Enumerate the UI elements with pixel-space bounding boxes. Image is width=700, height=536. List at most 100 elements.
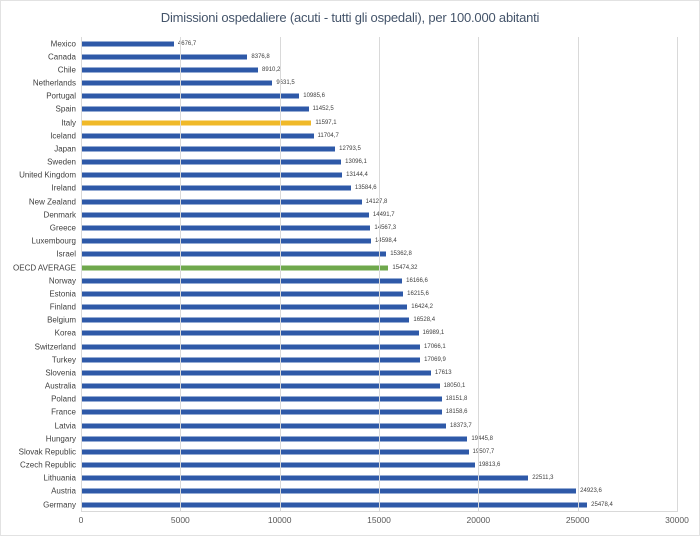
bar-row: Turkey 17069,9	[52, 353, 677, 366]
bar-row: Greece 14567,3	[50, 221, 677, 234]
bar	[81, 172, 343, 178]
value-label: 17069,9	[424, 356, 446, 363]
bar	[81, 330, 419, 336]
bar	[81, 199, 362, 205]
category-label: Poland	[51, 394, 76, 404]
bar	[81, 133, 314, 139]
bar	[81, 225, 371, 231]
bar	[81, 344, 421, 350]
bar-row: Estonia 16215,6	[49, 287, 677, 300]
bar-row: Denmark 14491,7	[44, 208, 677, 221]
category-label: Estonia	[49, 289, 76, 299]
bar-row: United Kingdom 13144,4	[19, 169, 677, 182]
value-label: 18050,1	[443, 383, 466, 390]
bar-row: Mexico 4676,7	[51, 37, 677, 50]
bar-row: Slovenia 17613	[45, 366, 677, 379]
bar-row: Israel 15362,8	[56, 248, 677, 261]
x-axis-tick-label: 0	[78, 515, 84, 525]
bar	[81, 449, 469, 455]
value-label: 9631,5	[276, 80, 295, 87]
bar	[81, 396, 442, 402]
x-axis-tick-label: 30000	[665, 515, 689, 525]
value-label: 17613	[434, 369, 452, 376]
bar-row: Finland 16424,2	[50, 300, 677, 313]
bar	[81, 67, 259, 73]
bar-row: Norway 16166,6	[49, 274, 677, 287]
value-label: 16989,1	[422, 330, 445, 337]
value-label: 13584,6	[354, 185, 377, 192]
bar	[81, 462, 475, 468]
x-axis-tick-label: 5000	[170, 515, 190, 525]
chart-title: Dimissioni ospedaliere (acuti - tutti gl…	[160, 10, 540, 25]
gridline	[180, 37, 182, 511]
category-label: OECD AVERAGE	[13, 263, 76, 272]
value-label: 12793,5	[339, 145, 361, 152]
value-label: 11704,7	[317, 132, 339, 139]
bar-row: Australia 18050,1	[45, 379, 677, 392]
category-label: Portugal	[46, 91, 76, 101]
bar-row: Slovak Republic 19507,7	[19, 445, 677, 458]
bar	[81, 265, 389, 270]
bar	[81, 488, 577, 494]
category-label: Israel	[56, 249, 76, 259]
category-label: Lithuania	[43, 473, 76, 483]
bar-row: New Zealand 14127,8	[29, 195, 677, 208]
x-axis-tick-label: 10000	[267, 515, 292, 525]
bar-row: France 18158,6	[51, 406, 677, 419]
value-label: 16424,2	[411, 304, 433, 311]
bar-row: Belgium 16528,4	[47, 314, 677, 327]
value-label: 19813,6	[478, 462, 501, 469]
bar	[81, 304, 408, 310]
bar	[81, 475, 529, 481]
category-label: Turkey	[51, 355, 76, 365]
bar-row: Japan 12793,5	[54, 142, 677, 155]
bar	[81, 238, 372, 244]
bar	[81, 502, 588, 508]
bar-row: Portugal 10985,6	[46, 90, 677, 103]
value-label: 22511,3	[532, 475, 554, 482]
value-label: 16215,6	[407, 290, 429, 297]
value-label: 18151,8	[445, 396, 468, 403]
value-label: 13144,4	[346, 172, 368, 179]
bar-row: Sweden 13096,1	[47, 156, 677, 169]
bar-row: Canada 8376,8	[48, 50, 677, 63]
bar	[81, 80, 273, 86]
bar	[81, 291, 404, 297]
category-label: Belgium	[47, 315, 76, 325]
category-label: Italy	[61, 118, 76, 128]
bar-row: OECD AVERAGE 15474,32	[13, 261, 677, 274]
bar	[81, 54, 248, 60]
category-label: Ireland	[51, 183, 76, 193]
bar	[81, 357, 421, 363]
category-label: Greece	[49, 223, 76, 233]
bar	[81, 159, 342, 165]
value-label: 13096,1	[345, 159, 367, 166]
category-label: Hungary	[45, 434, 76, 444]
bar	[81, 185, 351, 191]
bar	[81, 120, 312, 126]
gridline	[379, 37, 380, 511]
category-label: Netherlands	[32, 78, 76, 88]
category-label: Slovenia	[45, 368, 76, 378]
x-axis-tick-label: 20000	[466, 515, 491, 525]
value-label: 4676,7	[177, 40, 197, 47]
value-label: 15474,32	[392, 264, 418, 271]
category-label: Luxembourg	[31, 236, 76, 246]
bar-row: Czech Republic 19813,6	[20, 459, 677, 472]
bar-row: Lithuania 22511,3	[44, 472, 677, 485]
value-label: 14491,7	[372, 211, 395, 218]
category-label: Slovak Republic	[18, 447, 76, 457]
bar-row: Switzerland 17066,1	[35, 340, 677, 353]
category-label: Chile	[57, 65, 76, 75]
bar	[81, 370, 431, 376]
bar	[81, 251, 387, 257]
bar-row: Latvia 18373,7	[55, 419, 677, 432]
bar	[81, 383, 440, 389]
gridline	[478, 37, 480, 511]
bars-layer: Mexico 4676,7 Canada 8376,8 Chile 8910,2 Nethe…	[13, 37, 677, 511]
value-label: 18158,6	[445, 409, 468, 416]
bar-row: Italy 11597,1	[61, 116, 677, 129]
category-label: Switzerland	[34, 342, 76, 352]
bar	[81, 278, 403, 284]
